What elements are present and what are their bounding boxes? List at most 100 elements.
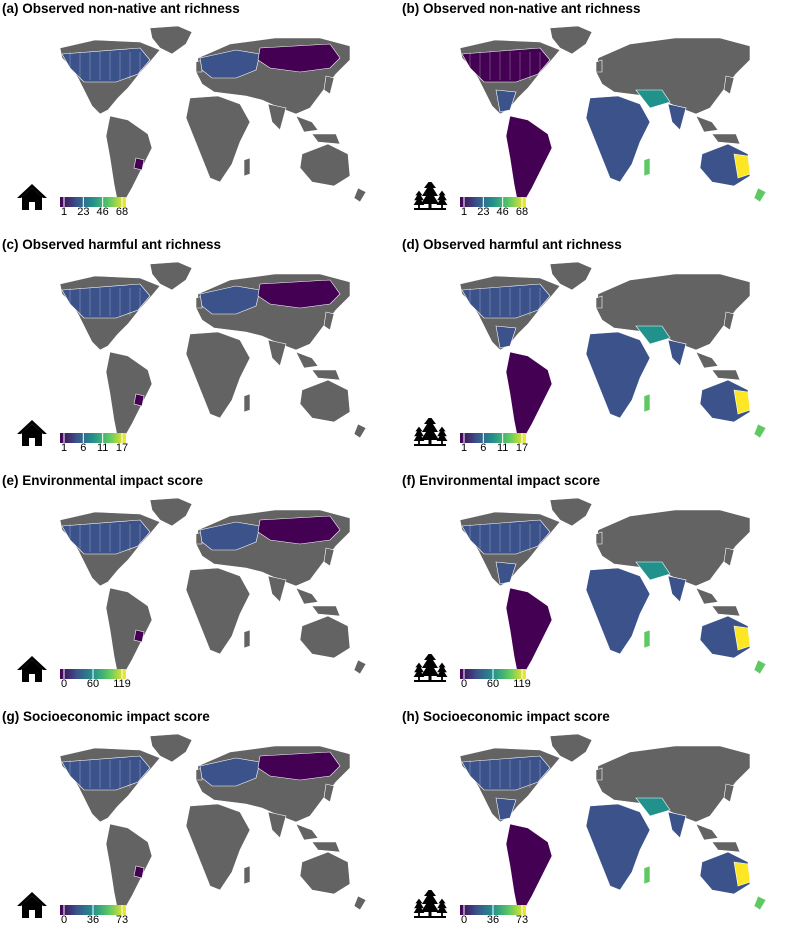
panel-title: (a) Observed non-native ant richness (2, 1, 240, 16)
legend-tick-label: 68 (515, 206, 529, 218)
panel-e: (e) Environmental impact score 0 60 119 (0, 472, 400, 708)
trees-icon (413, 890, 448, 918)
legend-tick-label: 46 (496, 206, 509, 218)
land-africa (185, 803, 251, 891)
ground (414, 208, 446, 210)
land-madagascar (243, 629, 251, 649)
land-south-america (105, 351, 153, 441)
region-madagascar (643, 865, 651, 885)
land-britain (595, 295, 603, 309)
world-map (459, 497, 767, 677)
region-new-zealand (753, 659, 767, 675)
region-south-asia (667, 339, 687, 367)
land-new-zealand (353, 895, 367, 911)
colorbar-gradient (460, 197, 526, 207)
land-southeast-asia (295, 823, 319, 841)
color-legend: 1 6 11 17 (60, 430, 128, 454)
legend-tick-label: 119 (513, 678, 531, 690)
land-japan (723, 547, 735, 567)
world-map (459, 261, 767, 441)
world-map (459, 25, 767, 205)
land-new-guinea (311, 605, 341, 617)
land-australia (299, 379, 351, 423)
legend-tick-label: 60 (486, 678, 500, 690)
land-britain (595, 59, 603, 73)
region-new-zealand (753, 895, 767, 911)
land-new-guinea (711, 605, 741, 617)
land-europe-asia (595, 37, 751, 115)
legend-tick-label: 11 (96, 442, 109, 454)
house-roof (17, 184, 47, 198)
land-new-guinea (311, 369, 341, 381)
land-madagascar (243, 865, 251, 885)
legend-colorbar (60, 433, 126, 443)
land-new-zealand (353, 187, 367, 203)
land-britain (195, 59, 203, 73)
legend-ticks: 1 6 11 17 (60, 442, 138, 456)
region-central-america (495, 561, 517, 585)
region-south-america-spot (133, 393, 145, 407)
land-japan (323, 311, 335, 331)
region-africa (585, 95, 651, 183)
land-europe-asia (595, 509, 751, 587)
land-greenland (149, 261, 193, 291)
legend-tick-label: 68 (115, 206, 129, 218)
land-new-zealand (353, 423, 367, 439)
land-britain (195, 531, 203, 545)
region-russia (257, 43, 341, 73)
house-roof (17, 656, 47, 670)
legend-colorbar (460, 197, 526, 207)
trees-icon (413, 182, 448, 210)
land-south-america (105, 115, 153, 205)
region-east-australia (733, 861, 751, 887)
legend-tick-label: 36 (486, 914, 500, 926)
region-south-america (505, 823, 553, 913)
land-britain (595, 767, 603, 781)
land-new-guinea (311, 133, 341, 145)
house-icon (17, 892, 47, 918)
trees-icon (413, 654, 448, 682)
legend-tick-label: 11 (496, 442, 509, 454)
legend-tick-label: 0 (460, 914, 468, 926)
land-new-zealand (353, 659, 367, 675)
region-east-australia (733, 153, 751, 179)
land-new-guinea (711, 133, 741, 145)
house-body (22, 660, 42, 682)
panel-title: (g) Socioeconomic impact score (2, 709, 210, 724)
legend-tick-label: 6 (480, 442, 487, 454)
legend-tick-label: 36 (86, 914, 100, 926)
land-greenland (149, 25, 193, 55)
region-new-zealand (753, 187, 767, 203)
region-south-america (505, 115, 553, 205)
land-new-guinea (711, 841, 741, 853)
panel-title: (f) Environmental impact score (402, 473, 601, 488)
colorbar-gradient (60, 433, 126, 443)
panel-c: (c) Observed harmful ant richness 1 6 11 17 (0, 236, 400, 472)
panel-f: (f) Environmental impact score 0 60 119 (400, 472, 800, 708)
house-body (22, 188, 42, 210)
legend-ticks: 0 36 73 (460, 914, 538, 928)
tree-large (421, 182, 439, 209)
land-southeast-asia (695, 823, 719, 841)
region-north-america (461, 47, 551, 83)
land-britain (195, 767, 203, 781)
land-greenland (549, 25, 593, 55)
tree-small-right (436, 190, 448, 208)
house-icon (17, 656, 47, 682)
region-africa (585, 567, 651, 655)
land-japan (723, 75, 735, 95)
tree-small-left (413, 426, 425, 444)
panel-d: (d) Observed harmful ant richness 1 6 11 17 (400, 236, 800, 472)
land-new-guinea (311, 841, 341, 853)
house-body (22, 424, 42, 446)
legend-tick-label: 1 (60, 206, 68, 218)
land-india (267, 575, 287, 603)
region-middle-east (635, 325, 671, 345)
region-middle-east (635, 561, 671, 581)
region-north-america (61, 283, 151, 319)
region-madagascar (643, 393, 651, 413)
region-central-america (495, 89, 517, 113)
land-southeast-asia (695, 351, 719, 369)
land-europe-asia (595, 745, 751, 823)
land-japan (723, 783, 735, 803)
